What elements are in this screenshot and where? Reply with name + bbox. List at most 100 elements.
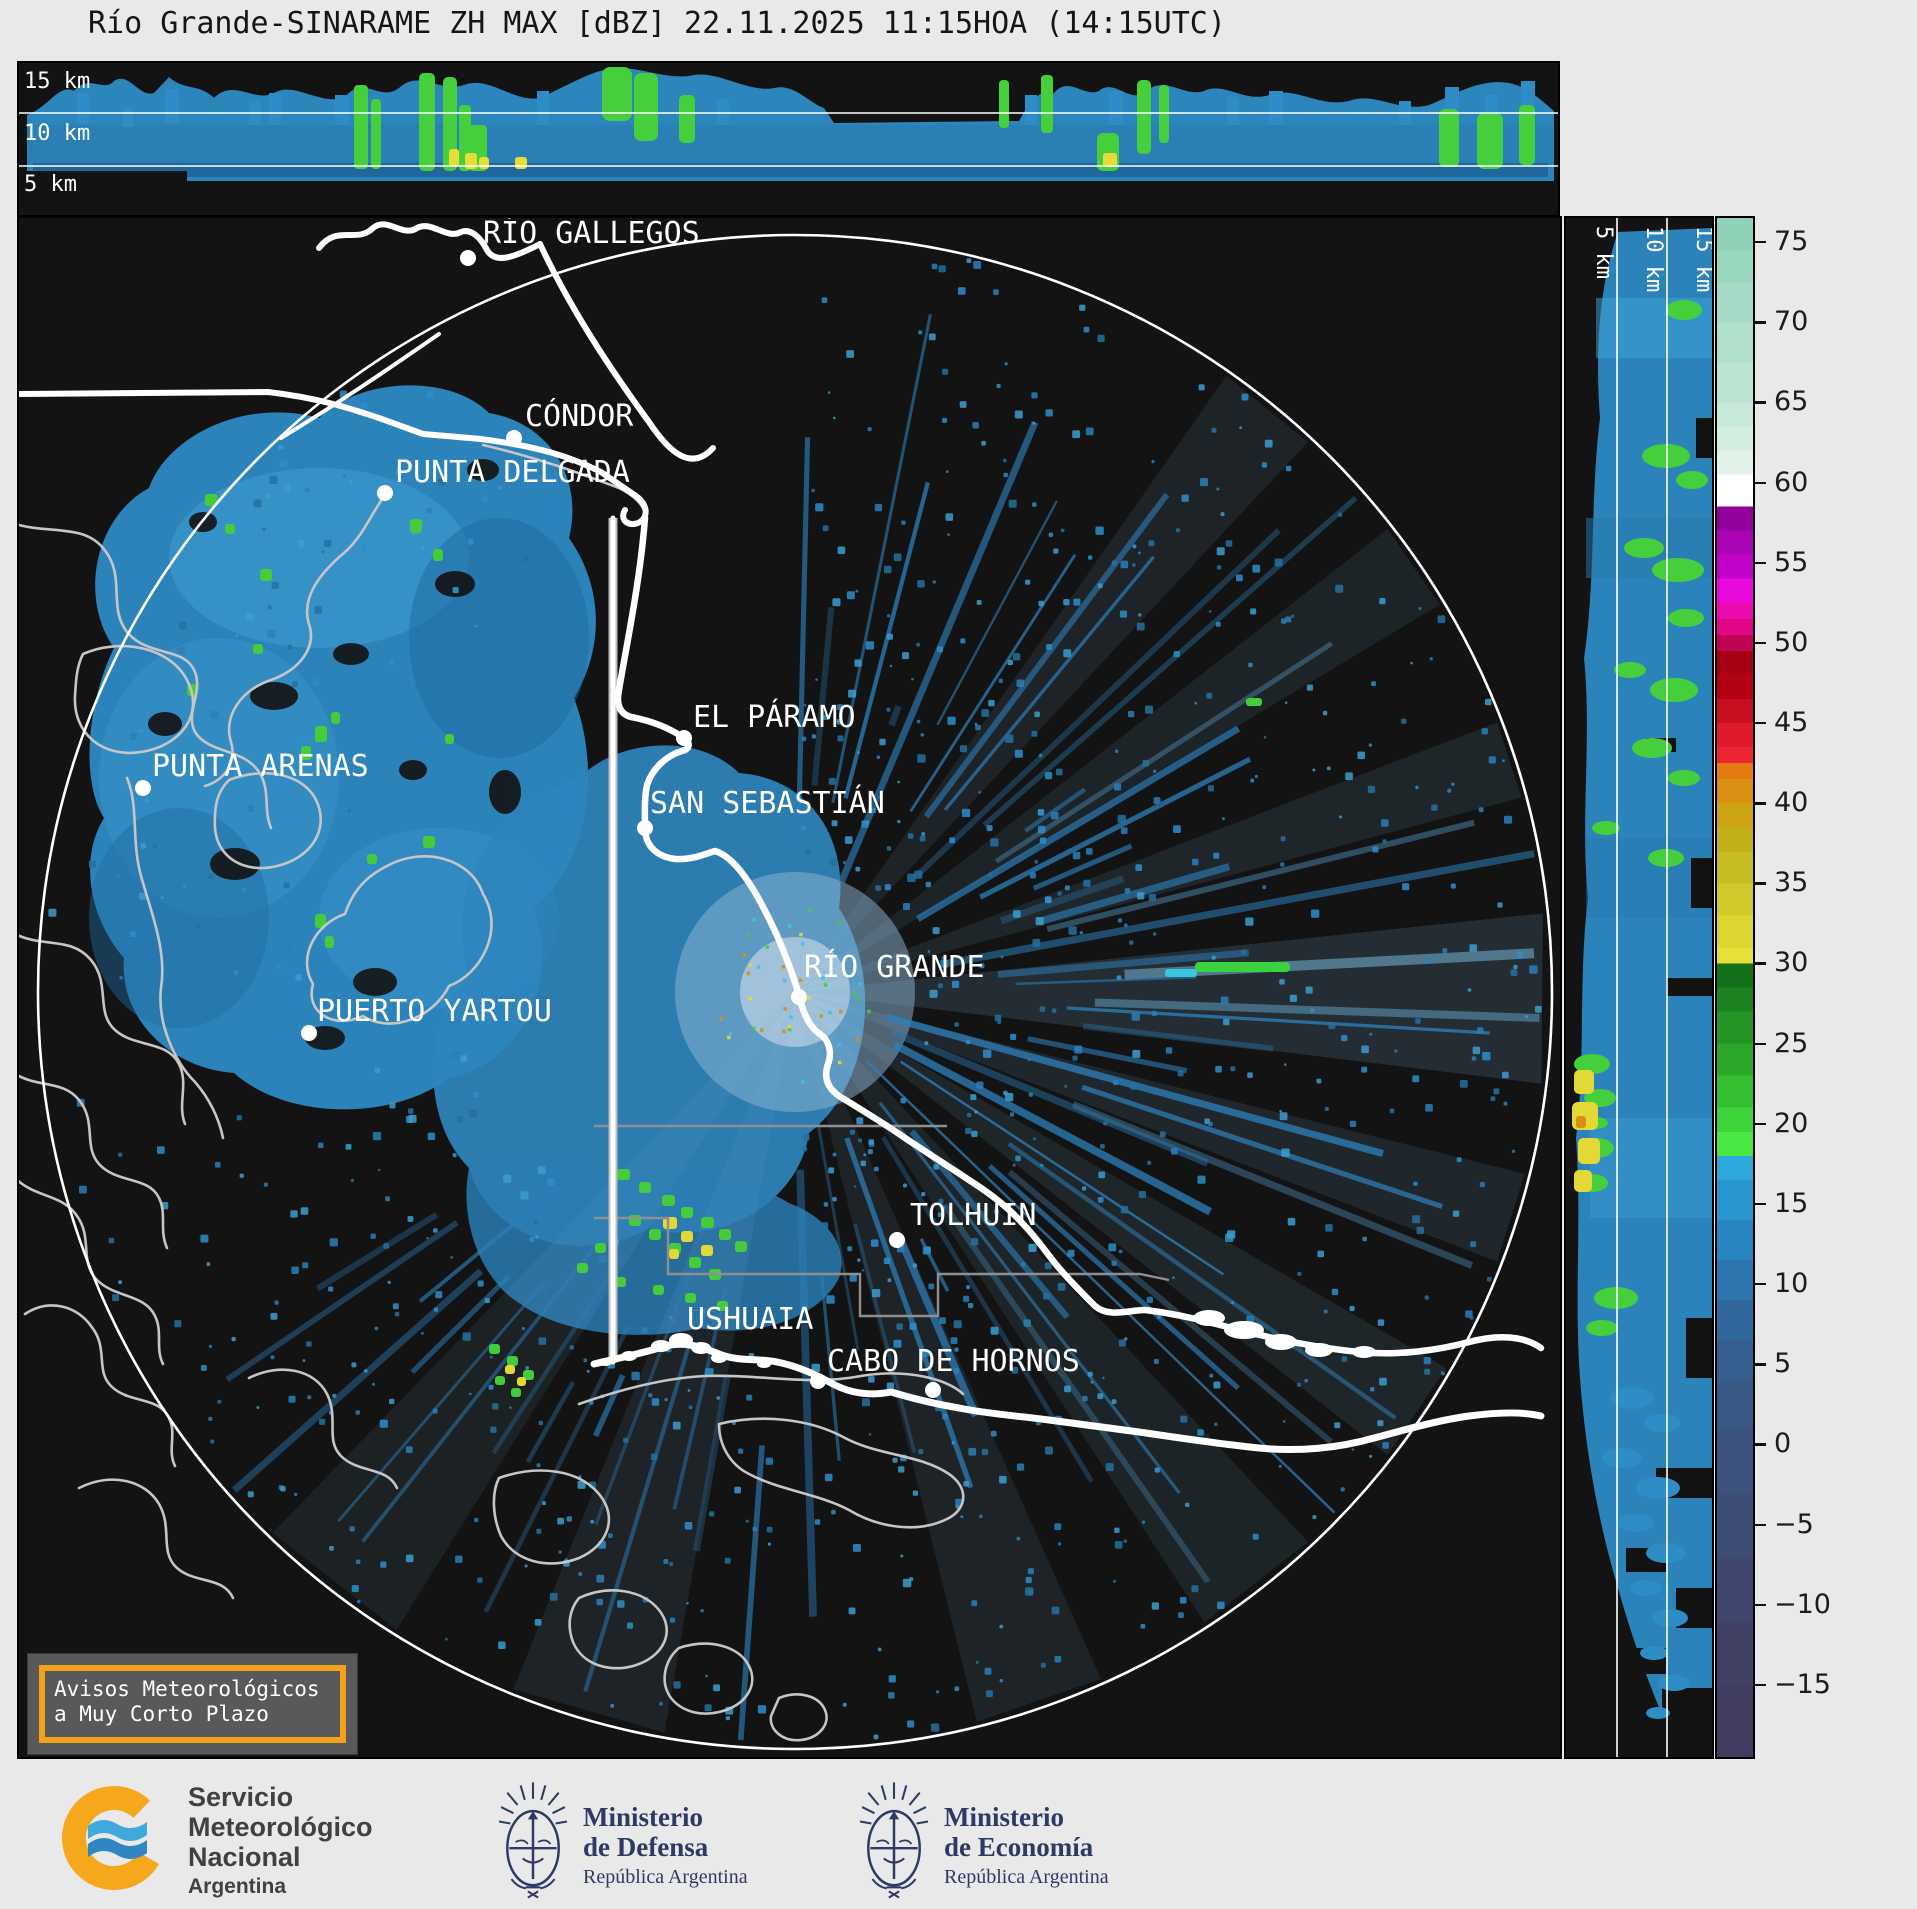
echo-dot	[849, 1129, 856, 1135]
echo-dot	[1100, 1144, 1105, 1149]
echo-dot	[898, 1466, 905, 1473]
echo-dot	[1132, 1049, 1141, 1058]
echo-clutter-dot	[799, 932, 803, 937]
echo-dot	[687, 1389, 691, 1392]
echo-dot	[924, 1041, 929, 1046]
echo-dot	[364, 1369, 368, 1373]
warning-box[interactable]: Avisos Meteorológicos a Muy Corto Plazo	[27, 1653, 358, 1755]
echo-spoke	[888, 705, 902, 727]
echo-dot	[1148, 540, 1155, 547]
echo-dot	[1090, 1380, 1094, 1384]
echo-dot	[1216, 487, 1220, 491]
echo-dot	[1322, 710, 1328, 716]
echo-dot	[475, 624, 478, 628]
echo-spoke	[225, 1220, 459, 1382]
echo-dot	[970, 1238, 979, 1246]
echo-spoke	[1037, 863, 1231, 926]
echo-dot	[426, 1236, 429, 1240]
colorbar-label-65: 65	[1774, 386, 1809, 418]
echo-dot	[1262, 885, 1267, 890]
echo-streak	[1046, 819, 1475, 933]
echo-dot	[998, 678, 1003, 683]
echo-dot	[210, 1439, 215, 1444]
city-condor: CÓNDOR	[506, 397, 634, 446]
echo-dot	[951, 1441, 955, 1445]
echo-dot	[426, 391, 435, 399]
echo-dot	[801, 825, 806, 831]
echo-dot	[874, 503, 883, 512]
echo-spoke	[909, 553, 1077, 813]
echo-dot	[855, 866, 861, 872]
echo-dot	[370, 1233, 376, 1239]
echo-clutter-dot	[742, 953, 746, 957]
echo-dot	[1415, 1018, 1421, 1024]
echo-dot	[1211, 955, 1216, 960]
echo-dot	[1254, 774, 1258, 778]
warning-line-2: a Muy Corto Plazo	[54, 1702, 269, 1726]
echo-gaps	[1626, 418, 1712, 1728]
echo-dot	[1124, 1337, 1128, 1341]
top-axis-label-2: 5 km	[24, 172, 77, 197]
echo-dot	[1010, 1033, 1017, 1040]
city-labels: RÍO GALLEGOS CÓNDOR PUNTA DELGADA PUNTA ARE…	[135, 218, 1080, 1398]
echo-dot	[214, 1161, 221, 1168]
echo-dot	[379, 1419, 388, 1428]
echo-dot	[108, 1237, 115, 1244]
echo-dot	[427, 1132, 436, 1140]
echo-dot	[1470, 1241, 1477, 1248]
echo-dot	[586, 1369, 590, 1373]
economia-logo-block: Ministerio de Economía República Argenti…	[858, 1780, 1109, 1902]
main-map-panel: RÍO GALLEGOS CÓNDOR PUNTA DELGADA PUNTA ARE…	[17, 216, 1562, 1759]
warning-line-1: Avisos Meteorológicos	[54, 1677, 320, 1701]
echo-dot	[351, 1585, 359, 1593]
echo-spoke	[916, 528, 1281, 877]
echo-dot	[1040, 1662, 1046, 1668]
echo-dot	[1211, 427, 1217, 433]
echo-spoke	[899, 1060, 1225, 1276]
city-label-el-paramo: EL PÁRAMO	[693, 699, 856, 735]
echo-dot	[965, 1127, 972, 1135]
echo-dot	[1402, 883, 1410, 891]
echo-dot	[1014, 749, 1023, 758]
colorbar-tick-50	[1753, 641, 1766, 645]
echo-dot	[1252, 564, 1261, 573]
echo-dot	[389, 1102, 396, 1109]
city-dot-puerto-yartou	[301, 1025, 317, 1041]
echo-dot	[870, 1239, 879, 1247]
echo-dot	[388, 677, 392, 681]
echo-dot	[558, 1550, 562, 1554]
echo-green-streak	[1195, 962, 1290, 972]
echo-dot	[542, 1501, 546, 1506]
echo-dot	[932, 580, 936, 584]
defensa-coat-of-arms	[497, 1781, 569, 1899]
echo-clutter-dot	[782, 1029, 786, 1034]
smn-logo-block: Servicio Meteorológico Nacional Argentin…	[58, 1782, 373, 1899]
echo-dot	[946, 470, 949, 473]
echo-dot	[1119, 610, 1127, 618]
ground-clutter-gap	[27, 171, 187, 181]
echo-dot	[520, 1191, 529, 1200]
echo-clutter-dot	[782, 978, 787, 983]
echo-dot	[860, 1160, 866, 1167]
echo-clutter-dot	[800, 942, 805, 946]
echo-dot	[1045, 1446, 1053, 1455]
echo-clutter-dot	[756, 965, 761, 969]
echo-clutter-dot	[781, 965, 786, 969]
echo-dot	[957, 287, 966, 295]
echo-cyan-streak	[1165, 969, 1197, 977]
echo-dot	[389, 1398, 395, 1405]
echo-dot	[1016, 1536, 1021, 1541]
side-cross-section-panel: 5 km 10 km 15 km	[1564, 216, 1714, 1759]
echo-dot	[954, 1347, 959, 1352]
echo-dot	[811, 488, 815, 493]
echo-dot	[1197, 1429, 1204, 1436]
echo-dot	[396, 468, 403, 475]
echo-dot	[879, 738, 886, 746]
echo-dot	[480, 1139, 484, 1143]
echo-dot	[309, 672, 315, 678]
echo-dot	[1114, 749, 1119, 753]
echo-dot	[1031, 1209, 1035, 1213]
echo-dot	[450, 1256, 453, 1259]
echo-dot	[1502, 1071, 1509, 1079]
echo-dot	[888, 1675, 896, 1683]
